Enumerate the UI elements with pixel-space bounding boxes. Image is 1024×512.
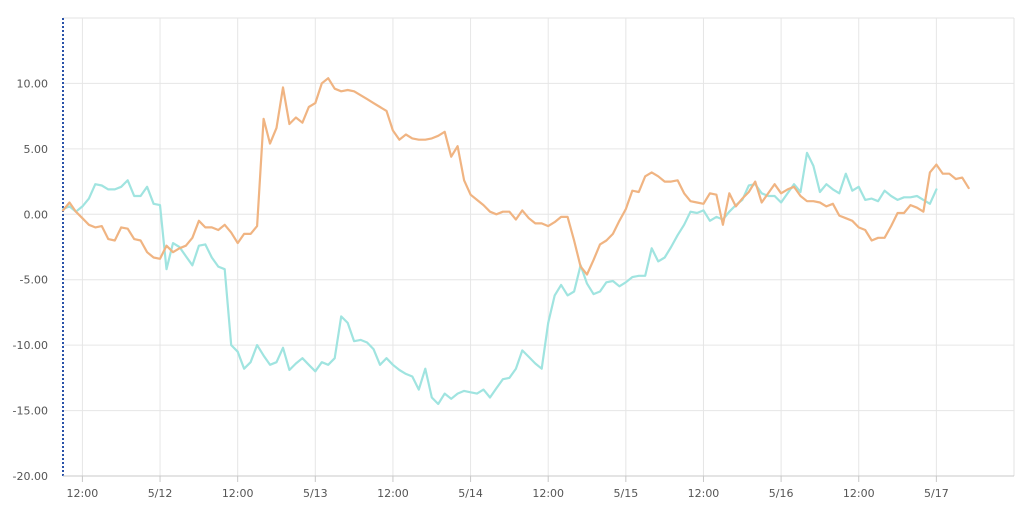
series-group [61,77,970,406]
y-tick-label: -5.00 [20,274,48,287]
x-tick-label: 12:00 [843,487,875,500]
x-tick-label: 5/17 [924,487,949,500]
x-tick-label: 12:00 [222,487,254,500]
y-tick-label: 10.00 [17,77,49,90]
y-tick-label: 0.00 [24,208,49,221]
y-tick-label: -10.00 [13,339,48,352]
y-axis: 10.00 5.00 0.00 -5.00 -10.00 -15.00 -20.00 [13,18,64,483]
x-tick-label: 12:00 [67,487,99,500]
x-tick-label: 5/13 [303,487,328,500]
series-line-1 [61,151,938,406]
x-tick-label: 12:00 [377,487,409,500]
grid [63,17,1015,476]
x-tick-label: 12:00 [532,487,564,500]
x-tick-label: 5/15 [613,487,638,500]
x-tick-label: 5/12 [148,487,173,500]
y-tick-label: -15.00 [13,405,48,418]
y-tick-label: 5.00 [24,143,49,156]
x-axis: 12:00 5/12 12:00 5/13 12:00 5/14 12:00 5/15 12:0… [63,475,1014,500]
y-tick-label: -20.00 [13,470,48,483]
x-tick-label: 12:00 [688,487,720,500]
series-line-2 [61,77,970,276]
x-tick-label: 5/16 [769,487,794,500]
x-tick-label: 5/14 [458,487,483,500]
